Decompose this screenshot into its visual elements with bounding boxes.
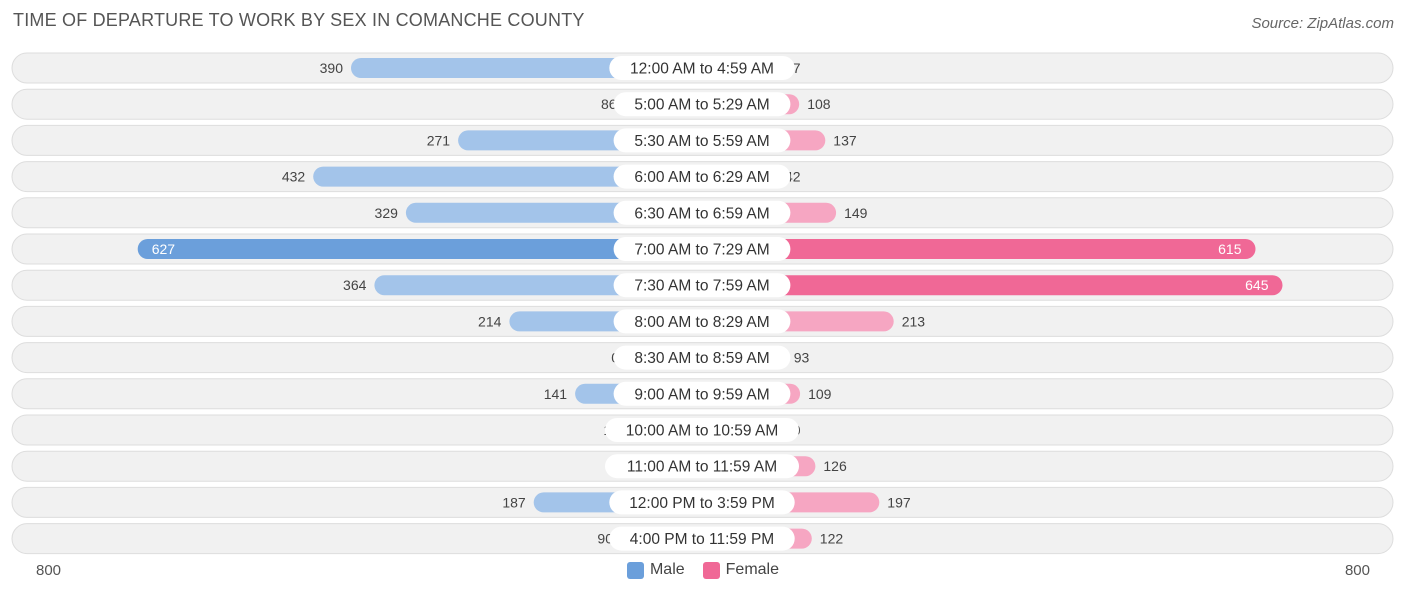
- female-value-label: 197: [887, 494, 911, 510]
- category-label: 5:30 AM to 5:59 AM: [634, 133, 769, 150]
- category-label-bg: [613, 164, 791, 189]
- category-label: 11:00 AM to 11:59 AM: [627, 459, 777, 476]
- category-label-bg: [613, 309, 791, 334]
- category-label-bg: [613, 273, 791, 298]
- category-label-bg: [613, 92, 791, 117]
- male-value-label: 86: [601, 96, 617, 112]
- legend-label-male: Male: [649, 561, 685, 578]
- category-label-bg: [609, 490, 795, 515]
- axis-left-label: 800: [36, 562, 62, 579]
- male-value-label: 271: [427, 132, 451, 148]
- female-value-label: 213: [902, 313, 926, 329]
- category-label: 8:30 AM to 8:59 AM: [634, 350, 769, 367]
- female-value-label: 137: [833, 132, 857, 148]
- male-value-label: 432: [282, 169, 306, 185]
- legend: Male Female: [0, 561, 1406, 579]
- source-label: Source: ZipAtlas.com: [1251, 15, 1394, 32]
- category-label: 12:00 AM to 4:59 AM: [630, 61, 774, 78]
- male-value-label: 187: [502, 494, 526, 510]
- male-value-label: 90: [597, 531, 613, 547]
- male-value-label: 364: [343, 277, 367, 293]
- category-label: 10:00 AM to 10:59 AM: [626, 423, 779, 440]
- male-bar: [313, 166, 702, 187]
- female-value-label: 93: [794, 350, 810, 366]
- category-label: 7:00 AM to 7:29 AM: [634, 242, 769, 259]
- female-value-label: 108: [807, 96, 831, 112]
- category-label: 9:00 AM to 9:59 AM: [634, 386, 769, 403]
- category-label: 5:00 AM to 5:29 AM: [634, 97, 769, 114]
- category-label: 8:00 AM to 8:29 AM: [634, 314, 769, 331]
- axis-right-label: 800: [1344, 562, 1370, 579]
- category-label: 7:30 AM to 7:59 AM: [634, 278, 769, 295]
- male-bar: [137, 239, 702, 259]
- female-value-label: 615: [1218, 241, 1242, 257]
- category-label: 12:00 PM to 3:59 PM: [629, 495, 775, 512]
- category-label-bg: [613, 128, 791, 153]
- female-value-label: 645: [1245, 277, 1269, 293]
- female-value-label: 126: [823, 458, 847, 474]
- male-value-label: 214: [478, 313, 502, 329]
- legend-swatch-male: [626, 561, 644, 579]
- legend-label-female: Female: [725, 561, 780, 578]
- male-value-label: 141: [544, 386, 568, 402]
- category-label-bg: [609, 526, 795, 551]
- legend-swatch-female: [702, 561, 720, 579]
- legend-item-female: Female: [702, 561, 780, 579]
- chart-title: TIME OF DEPARTURE TO WORK BY SEX IN COMA…: [13, 10, 585, 30]
- category-label-bg: [613, 345, 791, 370]
- category-label-bg: [609, 56, 795, 80]
- category-label: 6:00 AM to 6:29 AM: [634, 169, 769, 186]
- female-value-label: 109: [808, 386, 832, 402]
- male-value-label: 329: [375, 205, 399, 221]
- category-label-bg: [613, 381, 791, 406]
- female-value-label: 122: [820, 531, 844, 547]
- female-bar: [702, 275, 1283, 296]
- female-value-label: 149: [844, 205, 868, 221]
- male-value-label: 390: [320, 60, 344, 76]
- legend-item-male: Male: [626, 561, 685, 579]
- category-label: 6:30 AM to 6:59 AM: [634, 205, 769, 222]
- female-bar: [702, 239, 1256, 259]
- male-value-label: 627: [152, 241, 176, 257]
- category-label-bg: [613, 237, 791, 261]
- category-label-bg: [605, 454, 799, 479]
- category-label-bg: [605, 418, 799, 442]
- category-label-bg: [613, 200, 791, 225]
- category-label: 4:00 PM to 11:59 PM: [630, 531, 774, 548]
